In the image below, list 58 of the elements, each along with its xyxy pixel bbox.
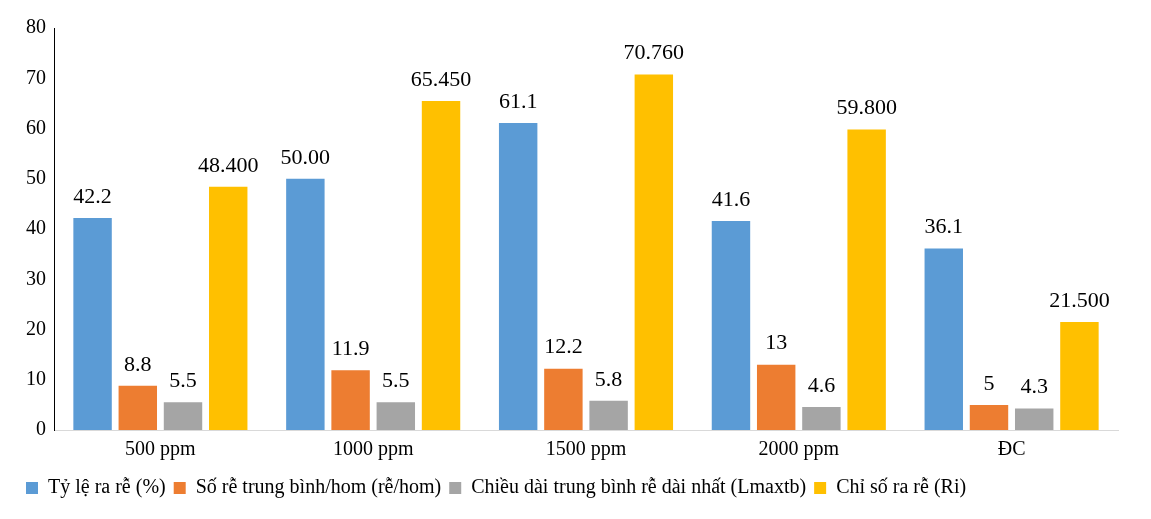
y-tick-label: 60 [26, 115, 46, 138]
data-label: 4.3 [1020, 373, 1048, 399]
data-label: 36.1 [924, 213, 964, 239]
data-label: 21.500 [1049, 286, 1110, 312]
data-label: 65.450 [410, 65, 472, 91]
bar [209, 186, 248, 430]
y-tick-label: 80 [26, 15, 46, 38]
bar [634, 74, 674, 430]
data-label: 13 [765, 329, 788, 355]
data-label: 50.00 [280, 143, 331, 169]
bar [969, 404, 1009, 430]
bar [73, 217, 112, 430]
bar [421, 101, 461, 430]
data-label: 12.2 [544, 333, 583, 359]
bar [376, 402, 416, 430]
data-label: 5.8 [594, 365, 623, 391]
bar [163, 402, 203, 430]
bar [331, 370, 370, 430]
legend-label: Tỷ lệ ra rễ (%) [48, 475, 166, 499]
data-label: 59.800 [836, 94, 897, 120]
bar [544, 368, 583, 430]
bar [118, 385, 158, 430]
legend-label: Chỉ số ra rễ (Ri) [836, 475, 967, 499]
x-tick-label: ĐC [997, 437, 1026, 460]
data-label: 11.9 [331, 334, 370, 360]
x-tick-label: 1000 ppm [332, 437, 414, 461]
y-tick-label: 0 [36, 417, 46, 440]
bar [498, 122, 538, 430]
x-tick-label: 1500 ppm [545, 437, 627, 461]
data-label: 5 [983, 369, 995, 395]
legend-label: Số rễ trung bình/hom (rễ/hom) [195, 475, 442, 499]
y-tick-label: 50 [26, 166, 46, 188]
data-label: 48.400 [197, 151, 259, 177]
x-tick-label: 500 ppm [125, 437, 197, 461]
x-tick-label: 2000 ppm [758, 437, 840, 461]
bar [756, 364, 796, 430]
y-tick-label: 10 [26, 367, 46, 389]
data-label: 8.8 [124, 350, 152, 376]
y-tick-label: 40 [26, 216, 46, 239]
data-label: 5.5 [382, 367, 410, 393]
y-tick-label: 30 [26, 266, 46, 289]
data-label: 5.5 [169, 367, 197, 393]
bar [1060, 321, 1099, 430]
y-tick-label: 70 [26, 65, 46, 88]
bar [711, 220, 751, 430]
bar [286, 178, 325, 430]
data-label: 61.1 [498, 87, 538, 113]
data-label: 41.6 [711, 185, 751, 211]
data-label: 42.2 [73, 182, 112, 208]
bar [1014, 408, 1054, 430]
data-label: 70.760 [623, 39, 685, 65]
legend-label: Chiều dài trung bình rễ dài nhất (Lmaxtb) [471, 475, 807, 499]
data-label: 4.6 [807, 371, 836, 397]
y-tick-label: 20 [26, 316, 46, 339]
bar [847, 129, 886, 430]
bar [802, 406, 841, 430]
bar [924, 248, 963, 430]
bar [589, 400, 628, 430]
